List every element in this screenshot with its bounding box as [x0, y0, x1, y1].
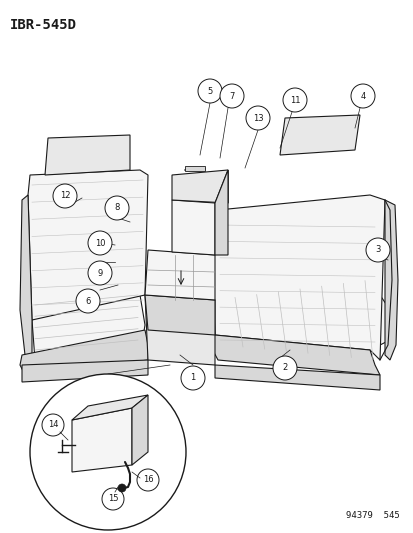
- Circle shape: [197, 79, 221, 103]
- Circle shape: [76, 289, 100, 313]
- Polygon shape: [279, 115, 359, 155]
- Circle shape: [137, 469, 159, 491]
- Polygon shape: [171, 200, 214, 255]
- Circle shape: [88, 231, 112, 255]
- Text: 15: 15: [107, 495, 118, 504]
- Text: 16: 16: [142, 475, 153, 484]
- Circle shape: [53, 184, 77, 208]
- Text: 12: 12: [59, 191, 70, 200]
- Circle shape: [30, 374, 185, 530]
- Polygon shape: [20, 195, 32, 360]
- Circle shape: [105, 196, 129, 220]
- Text: 7: 7: [229, 92, 234, 101]
- Polygon shape: [45, 135, 130, 175]
- Text: 14: 14: [47, 421, 58, 430]
- Polygon shape: [72, 408, 132, 472]
- Polygon shape: [214, 170, 228, 203]
- Polygon shape: [20, 330, 147, 375]
- Text: 5: 5: [207, 86, 212, 95]
- Polygon shape: [171, 170, 228, 203]
- Circle shape: [282, 88, 306, 112]
- Circle shape: [350, 84, 374, 108]
- Text: IBR-545D: IBR-545D: [10, 18, 77, 32]
- Polygon shape: [214, 365, 379, 390]
- Polygon shape: [209, 195, 384, 360]
- Circle shape: [88, 261, 112, 285]
- Text: 11: 11: [289, 95, 299, 104]
- Circle shape: [118, 484, 126, 492]
- Text: 6: 6: [85, 296, 90, 305]
- Polygon shape: [32, 290, 145, 360]
- Text: 94379  545: 94379 545: [345, 511, 399, 520]
- Polygon shape: [384, 200, 397, 360]
- Circle shape: [365, 238, 389, 262]
- Polygon shape: [28, 170, 147, 320]
- Text: 1: 1: [190, 374, 195, 383]
- Circle shape: [42, 414, 64, 436]
- Polygon shape: [209, 335, 379, 375]
- Circle shape: [180, 366, 204, 390]
- Text: 13: 13: [252, 114, 263, 123]
- Circle shape: [219, 84, 243, 108]
- Text: 9: 9: [97, 269, 102, 278]
- Text: 3: 3: [375, 246, 380, 254]
- Text: 8: 8: [114, 204, 119, 213]
- Polygon shape: [145, 250, 214, 300]
- Bar: [185, 166, 204, 171]
- Polygon shape: [214, 170, 228, 255]
- Polygon shape: [214, 280, 389, 350]
- Circle shape: [245, 106, 269, 130]
- Circle shape: [102, 488, 124, 510]
- Polygon shape: [72, 395, 147, 420]
- Circle shape: [272, 356, 296, 380]
- Text: 10: 10: [95, 238, 105, 247]
- Polygon shape: [132, 395, 147, 465]
- Text: 4: 4: [359, 92, 365, 101]
- Polygon shape: [145, 295, 214, 365]
- Polygon shape: [22, 360, 147, 382]
- Text: 2: 2: [282, 364, 287, 373]
- Polygon shape: [145, 295, 214, 335]
